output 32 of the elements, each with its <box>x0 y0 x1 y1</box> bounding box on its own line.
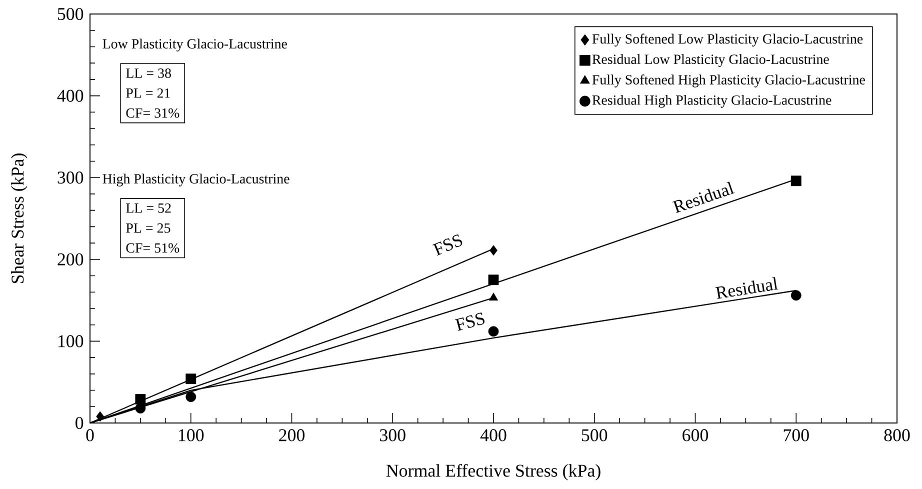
annotation: PL = 25 <box>126 223 170 233</box>
x-tick-label: 200 <box>279 429 305 442</box>
y-axis-title: Shear Stress (kPa) <box>11 154 28 284</box>
legend-label: Fully Softened High Plasticity Glacio-Lacustrine <box>592 74 865 88</box>
x-tick-label: 0 <box>86 429 94 442</box>
annotation: FSS <box>454 312 484 331</box>
y-tick-label: 400 <box>57 90 84 102</box>
x-tick-label: 300 <box>380 429 406 442</box>
annotation: Residual <box>715 277 778 299</box>
annotation: PL = 21 <box>126 88 170 98</box>
annotation: FSS <box>432 234 462 256</box>
legend-label: Fully Softened Low Plasticity Glacio-Lacustrine <box>592 34 863 46</box>
x-tick-label: 700 <box>784 429 809 442</box>
annotation: CF= 51% <box>126 243 180 253</box>
y-tick-label: 500 <box>58 8 84 20</box>
annotation: High Plasticity Glacio-Lacustrine <box>102 174 290 186</box>
annotation: CF= 31% <box>126 108 180 118</box>
x-tick-label: 100 <box>179 429 204 442</box>
legend-label: Residual High Plasticity Glacio-Lacustrine <box>592 94 832 108</box>
annotation: Low Plasticity Glacio-Lacustrine <box>102 38 287 52</box>
x-tick-label: 800 <box>884 429 910 442</box>
legend-label: Residual Low Plasticity Glacio-Lacustrine <box>592 54 829 67</box>
x-tick-label: 600 <box>682 429 708 442</box>
y-tick-label: 300 <box>58 172 84 184</box>
y-tick-label: 0 <box>76 416 84 430</box>
x-axis-title: Normal Effective Stress (kPa) <box>386 464 600 480</box>
y-tick-label: 100 <box>58 335 84 348</box>
annotation: LL = 52 <box>126 203 171 213</box>
y-tick-label: 200 <box>58 253 84 266</box>
x-tick-label: 400 <box>480 429 506 442</box>
x-tick-label: 500 <box>582 429 608 442</box>
annotation: LL = 38 <box>126 68 171 78</box>
